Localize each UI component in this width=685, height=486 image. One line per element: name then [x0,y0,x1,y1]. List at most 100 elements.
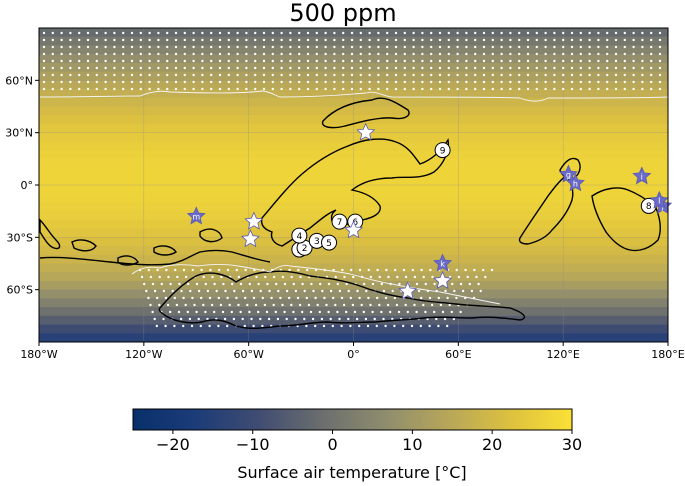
stipple-dot [456,45,459,49]
stipple-dot [345,310,348,314]
stipple-dot [632,31,635,35]
stipple-dot [201,80,204,84]
stipple-dot [280,66,283,70]
stipple-dot [298,303,302,307]
stipple-dot [174,45,178,49]
site-circle-marker [291,227,308,244]
stipple-dot [606,45,609,49]
stipple-dot [169,282,172,286]
stipple-dot [280,73,283,77]
stipple-dot [213,310,216,314]
stipple-dot [363,282,366,286]
stipple-dot [192,59,195,63]
stipple-dot [130,73,134,77]
stipple-dot [280,31,283,35]
stipple-dot [176,275,179,279]
stipple-dot [650,80,653,84]
stipple-dot [86,66,90,70]
stipple-dot [342,59,345,63]
stipple-dot [570,66,574,70]
stipple-dot [424,282,427,286]
colorbar-ticks: −20 −10 0 10 20 30 [156,430,582,454]
stipple-dot [187,282,190,286]
stipple-dot [376,268,379,272]
stipple-dot [236,31,239,35]
stipple-dot [148,80,151,84]
stipple-dot [474,52,477,56]
stipple-dot [42,38,46,42]
stipple-dot [474,87,477,91]
site-circle-label: 3 [314,237,320,247]
stipple-dot [230,310,233,314]
coast-east-australia [591,187,661,252]
stipple-dot [174,38,178,42]
stipple-dot [60,66,63,70]
stipple-dot [292,282,295,286]
stipple-dot [250,289,254,293]
stipple-dot [183,73,186,77]
stipple-dot [459,310,462,314]
stipple-dot [245,45,248,49]
stipple-dot [95,52,99,56]
stipple-dot [324,52,327,56]
site-star-marker [433,270,453,290]
site-star-d: d [240,229,260,248]
stipple-dot [544,59,547,63]
stipple-dot [192,52,195,56]
stipple-dot [182,296,185,300]
stipple-dot [477,282,480,286]
stipple-dot [86,73,90,77]
stipple-dot [226,296,229,300]
stipple-dot [588,66,591,70]
stipple-dot [474,31,477,35]
stipple-dot [210,73,213,77]
stipple-dot [184,275,188,279]
stipple-dot [334,303,337,307]
stipple-dot [209,268,212,272]
stipple-dot [51,73,54,77]
y-tick-label: 0° [21,179,34,192]
stipple-dot [421,66,424,70]
stipple-dot [227,87,230,91]
stipple-dot [447,38,450,42]
stipple-dot [343,275,346,279]
site-markers: 123456789abcdefghijklm [186,122,673,300]
stipple-dot [184,303,187,307]
stipple-dot [69,52,72,56]
stipple-dot [122,66,125,70]
stipple-dot [86,31,90,35]
stipple-dot [332,296,335,300]
stipple-dot [201,59,204,63]
stipple-dot [380,282,383,286]
stipple-dot [509,31,512,35]
stipple-dot [366,324,370,328]
stipple-dot [285,317,288,321]
site-circle-3: 3 [308,232,325,249]
stipple-dot [195,310,198,314]
stipple-dot [236,87,239,91]
stipple-dot [570,52,574,56]
stipple-dot [459,282,463,286]
stipple-dot [588,45,591,49]
stipple-dot [290,303,293,307]
stipple-dot [658,87,662,91]
stipple-dot [491,73,494,77]
stipple-dot [166,73,169,77]
stipple-dot [482,31,486,35]
stipple-dot [526,73,530,77]
stipple-dot [271,80,274,84]
stipple-dot [315,87,318,91]
stipple-dot [245,87,248,91]
stipple-dot [431,275,434,279]
stipple-dot [658,80,662,84]
stipple-dot [394,52,398,56]
stipple-dot [160,282,163,286]
stipple-dot [236,38,239,42]
stipple-dot [526,87,530,91]
stipple-dot [95,45,99,49]
site-circle-label: 9 [440,146,446,156]
stipple-dot [289,73,292,77]
stipple-dot [336,310,339,314]
stipple-dot [175,303,179,307]
stipple-dot [632,45,635,49]
